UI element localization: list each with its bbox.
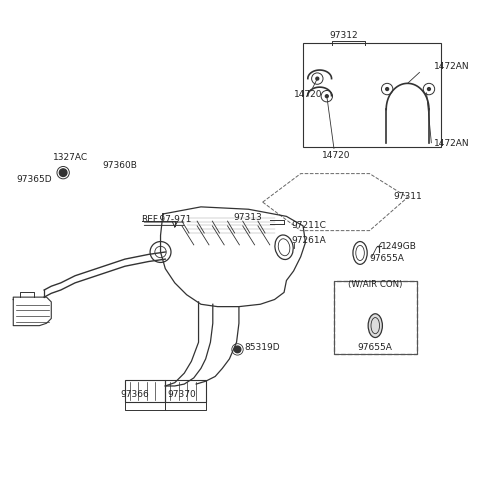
Circle shape	[60, 169, 67, 176]
Text: 14720: 14720	[322, 151, 350, 160]
Circle shape	[234, 346, 241, 353]
Text: 97311: 97311	[393, 192, 422, 201]
Bar	[303, 43, 441, 148]
Circle shape	[386, 88, 389, 91]
Text: 97360B: 97360B	[103, 161, 138, 170]
Text: 97261A: 97261A	[291, 236, 326, 245]
Bar	[334, 281, 417, 354]
Bar	[334, 281, 417, 354]
Text: 97211C: 97211C	[291, 221, 326, 230]
Text: REF.97-971: REF.97-971	[142, 215, 192, 224]
Bar	[165, 381, 205, 402]
Text: 1327AC: 1327AC	[53, 153, 88, 162]
Bar	[125, 381, 165, 402]
Text: 97313: 97313	[233, 213, 262, 222]
Text: 14720: 14720	[294, 90, 322, 99]
Ellipse shape	[368, 314, 383, 338]
Circle shape	[316, 77, 319, 80]
Text: 1472AN: 1472AN	[434, 62, 469, 71]
Text: 97655A: 97655A	[358, 343, 393, 351]
Text: 97655A: 97655A	[370, 254, 405, 263]
Text: 97312: 97312	[329, 31, 358, 40]
Text: 1249GB: 1249GB	[382, 242, 417, 251]
Text: 85319D: 85319D	[245, 343, 280, 352]
Circle shape	[325, 95, 328, 98]
Text: (W/AIR CON): (W/AIR CON)	[348, 280, 402, 289]
Circle shape	[428, 88, 431, 91]
Text: 97365D: 97365D	[16, 175, 51, 184]
Text: 97366: 97366	[120, 390, 149, 399]
Text: 1472AN: 1472AN	[434, 139, 469, 148]
Text: 97370: 97370	[168, 390, 196, 399]
